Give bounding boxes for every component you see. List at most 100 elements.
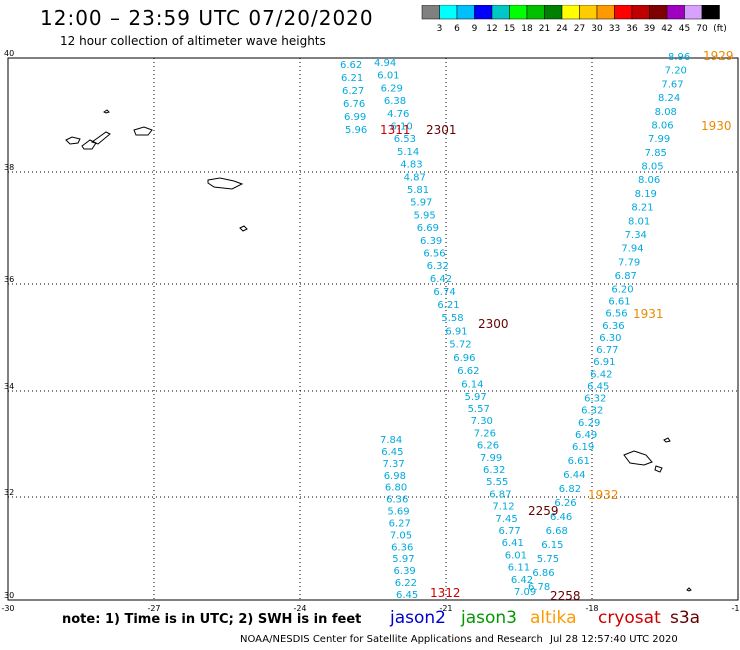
swh-value-label: 6.36 bbox=[602, 321, 624, 332]
scale-label: 45 bbox=[679, 24, 690, 34]
swh-value-label: 7.12 bbox=[492, 502, 514, 513]
swh-value-label: 6.69 bbox=[417, 223, 439, 234]
swh-value-label: 6.86 bbox=[532, 568, 554, 579]
swh-value-label: 4.83 bbox=[400, 160, 422, 171]
page-subtitle: 12 hour collection of altimeter wave hei… bbox=[60, 34, 326, 48]
swh-value-label: 5.72 bbox=[449, 340, 471, 351]
scale-label: 36 bbox=[626, 24, 638, 34]
satellite-label-cryosat: cryosat bbox=[598, 608, 661, 628]
scale-label: 3 bbox=[437, 24, 443, 34]
scale-label: 39 bbox=[644, 24, 656, 34]
swh-value-label: 6.32 bbox=[581, 406, 603, 417]
time-label-altika: 1930 bbox=[701, 119, 732, 133]
swh-value-label: 6.76 bbox=[343, 99, 365, 110]
swh-value-label: 8.21 bbox=[631, 203, 653, 214]
swh-value-label: 6.19 bbox=[572, 442, 594, 453]
time-label-s3a: 2258 bbox=[550, 589, 581, 603]
swh-value-label: 6.98 bbox=[384, 471, 406, 482]
swh-value-label: 6.14 bbox=[461, 379, 483, 390]
color-scale-legend: 3 6 9 12 15 18 21 24 27 30 33 36 39 42 45 70 (ft) bbox=[421, 5, 727, 34]
swh-value-label: 5.97 bbox=[410, 198, 432, 209]
swh-value-label: 6.10 bbox=[390, 121, 412, 132]
swh-value-label: 6.21 bbox=[437, 300, 459, 311]
scale-label: 30 bbox=[591, 24, 603, 34]
swh-value-label: 6.29 bbox=[381, 83, 403, 94]
swh-value-label: 6.87 bbox=[615, 271, 637, 282]
island-outline bbox=[686, 587, 692, 592]
scale-label: 6 bbox=[454, 24, 460, 34]
swh-value-label: 6.27 bbox=[389, 518, 411, 529]
swh-value-label: 7.79 bbox=[618, 257, 640, 268]
swh-value-label: 6.42 bbox=[511, 575, 533, 586]
scale-label: 24 bbox=[556, 24, 568, 34]
swh-value-label: 5.95 bbox=[413, 210, 435, 221]
swh-value-label: 7.99 bbox=[648, 134, 670, 145]
swh-value-label: 8.08 bbox=[655, 107, 677, 118]
swh-value-label: 7.84 bbox=[380, 435, 402, 446]
island-outline bbox=[663, 437, 671, 443]
swh-value-label: 6.56 bbox=[423, 248, 445, 259]
footer-generated-time: Jul 28 12:57:40 UTC 2020 bbox=[550, 634, 678, 645]
swh-value-label: 5.97 bbox=[464, 392, 486, 403]
swh-value-label: 6.45 bbox=[381, 447, 403, 458]
swh-value-label: 6.99 bbox=[344, 112, 366, 123]
swh-value-label: 7.94 bbox=[621, 244, 643, 255]
lon-tick-label: -18 bbox=[585, 604, 598, 613]
scale-label: 21 bbox=[539, 24, 550, 34]
scale-label: 15 bbox=[504, 24, 515, 34]
plot-frame bbox=[7, 57, 739, 601]
swh-value-label: 6.53 bbox=[394, 134, 416, 145]
satellite-label-s3a: s3a bbox=[670, 608, 701, 628]
swh-value-label: 6.45 bbox=[396, 590, 418, 601]
swh-value-label: 6.44 bbox=[563, 470, 585, 481]
swh-value-label: 6.32 bbox=[483, 465, 505, 476]
lon-tick-label: -27 bbox=[147, 604, 160, 613]
swh-value-label: 7.30 bbox=[471, 416, 493, 427]
time-label-cryosat: 1311 bbox=[380, 123, 411, 137]
swh-value-label: 6.32 bbox=[427, 261, 449, 272]
lat-tick-label: 30 bbox=[4, 591, 14, 600]
scale-label: 27 bbox=[574, 24, 585, 34]
lon-tick-label: -21 bbox=[439, 604, 452, 613]
swh-value-label: 8.06 bbox=[651, 120, 673, 131]
swh-value-label: 6.77 bbox=[596, 345, 618, 356]
swh-value-label: 6.36 bbox=[386, 495, 408, 506]
swh-value-label: 6.78 bbox=[528, 582, 550, 593]
footer-note: note: 1) Time is in UTC; 2) SWH is in fe… bbox=[62, 612, 362, 627]
swh-value-label: 8.24 bbox=[658, 93, 680, 104]
lon-tick-label: -24 bbox=[293, 604, 306, 613]
swh-value-label: 6.26 bbox=[477, 441, 499, 452]
swh-value-label: 8.01 bbox=[628, 216, 650, 227]
lat-tick-label: 38 bbox=[4, 163, 14, 172]
swh-value-label: 7.67 bbox=[661, 79, 683, 90]
swh-value-label: 6.82 bbox=[559, 484, 581, 495]
swh-value-label: 5.58 bbox=[441, 313, 463, 324]
swh-value-label: 5.75 bbox=[537, 554, 559, 565]
scale-label: 33 bbox=[609, 24, 620, 34]
lat-tick-label: 32 bbox=[4, 488, 14, 497]
swh-value-label: 4.76 bbox=[387, 109, 409, 120]
island-outline bbox=[207, 177, 244, 190]
swh-value-label: 7.26 bbox=[474, 428, 496, 439]
swh-value-label: 6.15 bbox=[541, 540, 563, 551]
page-title: 12:00 – 23:59 UTC 07/20/2020 bbox=[40, 6, 374, 30]
swh-value-label: 4.94 bbox=[374, 58, 396, 69]
swh-value-label: 5.14 bbox=[397, 147, 419, 158]
swh-value-label: 7.34 bbox=[625, 230, 647, 241]
swh-value-label: 5.81 bbox=[407, 185, 429, 196]
swh-value-label: 7.99 bbox=[480, 453, 502, 464]
swh-value-label: 6.49 bbox=[575, 430, 597, 441]
satellite-label-jason3: jason3 bbox=[461, 608, 517, 628]
swh-value-label: 6.39 bbox=[394, 566, 416, 577]
swh-value-label: 6.45 bbox=[587, 381, 609, 392]
swh-value-label: 6.36 bbox=[391, 542, 413, 553]
lon-tick-label: -30 bbox=[1, 604, 14, 613]
scale-label: 9 bbox=[472, 24, 478, 34]
scale-label: 18 bbox=[521, 24, 533, 34]
swh-value-label: 6.21 bbox=[341, 73, 363, 84]
swh-value-label: 6.56 bbox=[605, 309, 627, 320]
swh-value-label: 6.26 bbox=[554, 498, 576, 509]
swh-value-label: 6.20 bbox=[611, 284, 633, 295]
time-label-s3a: 2259 bbox=[528, 504, 559, 518]
time-label-altika: 1932 bbox=[588, 488, 619, 502]
